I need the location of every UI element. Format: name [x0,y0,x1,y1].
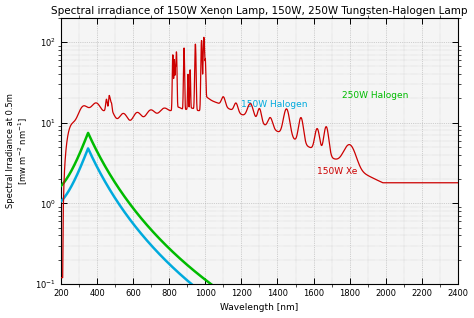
Text: 250W Halogen: 250W Halogen [342,91,409,100]
Text: 150W Halogen: 150W Halogen [241,100,308,108]
Text: 150W Xe: 150W Xe [317,167,357,176]
Title: Spectral irradiance of 150W Xenon Lamp, 150W, 250W Tungsten-Halogen Lamp: Spectral irradiance of 150W Xenon Lamp, … [51,5,468,16]
X-axis label: Wavelength [nm]: Wavelength [nm] [220,303,299,313]
Y-axis label: Spectral Irradiance at 0.5m
[mw m$^{-2}$ nm$^{-1}$]: Spectral Irradiance at 0.5m [mw m$^{-2}$… [6,93,30,208]
